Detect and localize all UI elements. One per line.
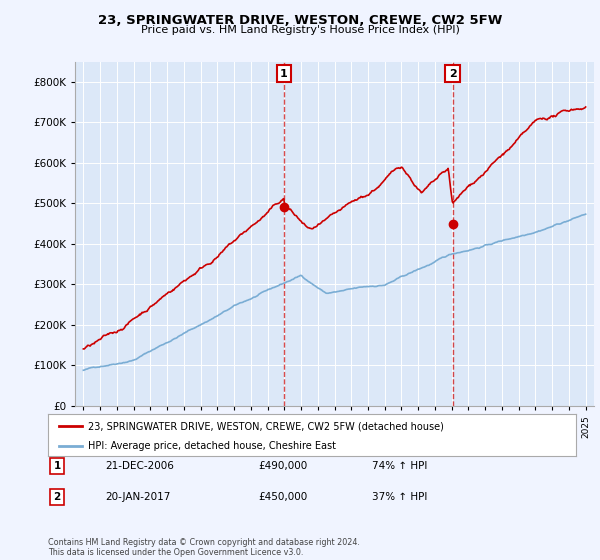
Text: 1: 1 [280,69,287,79]
Text: 1: 1 [53,461,61,471]
Text: £490,000: £490,000 [258,461,307,471]
Text: HPI: Average price, detached house, Cheshire East: HPI: Average price, detached house, Ches… [88,441,335,451]
Text: 23, SPRINGWATER DRIVE, WESTON, CREWE, CW2 5FW (detached house): 23, SPRINGWATER DRIVE, WESTON, CREWE, CW… [88,421,443,431]
Text: 21-DEC-2006: 21-DEC-2006 [105,461,174,471]
Text: £450,000: £450,000 [258,492,307,502]
Text: 23, SPRINGWATER DRIVE, WESTON, CREWE, CW2 5FW: 23, SPRINGWATER DRIVE, WESTON, CREWE, CW… [98,14,502,27]
Text: 37% ↑ HPI: 37% ↑ HPI [372,492,427,502]
Text: 20-JAN-2017: 20-JAN-2017 [105,492,170,502]
Text: Price paid vs. HM Land Registry's House Price Index (HPI): Price paid vs. HM Land Registry's House … [140,25,460,35]
Text: Contains HM Land Registry data © Crown copyright and database right 2024.
This d: Contains HM Land Registry data © Crown c… [48,538,360,557]
Text: 74% ↑ HPI: 74% ↑ HPI [372,461,427,471]
Text: 2: 2 [53,492,61,502]
Text: 2: 2 [449,69,457,79]
